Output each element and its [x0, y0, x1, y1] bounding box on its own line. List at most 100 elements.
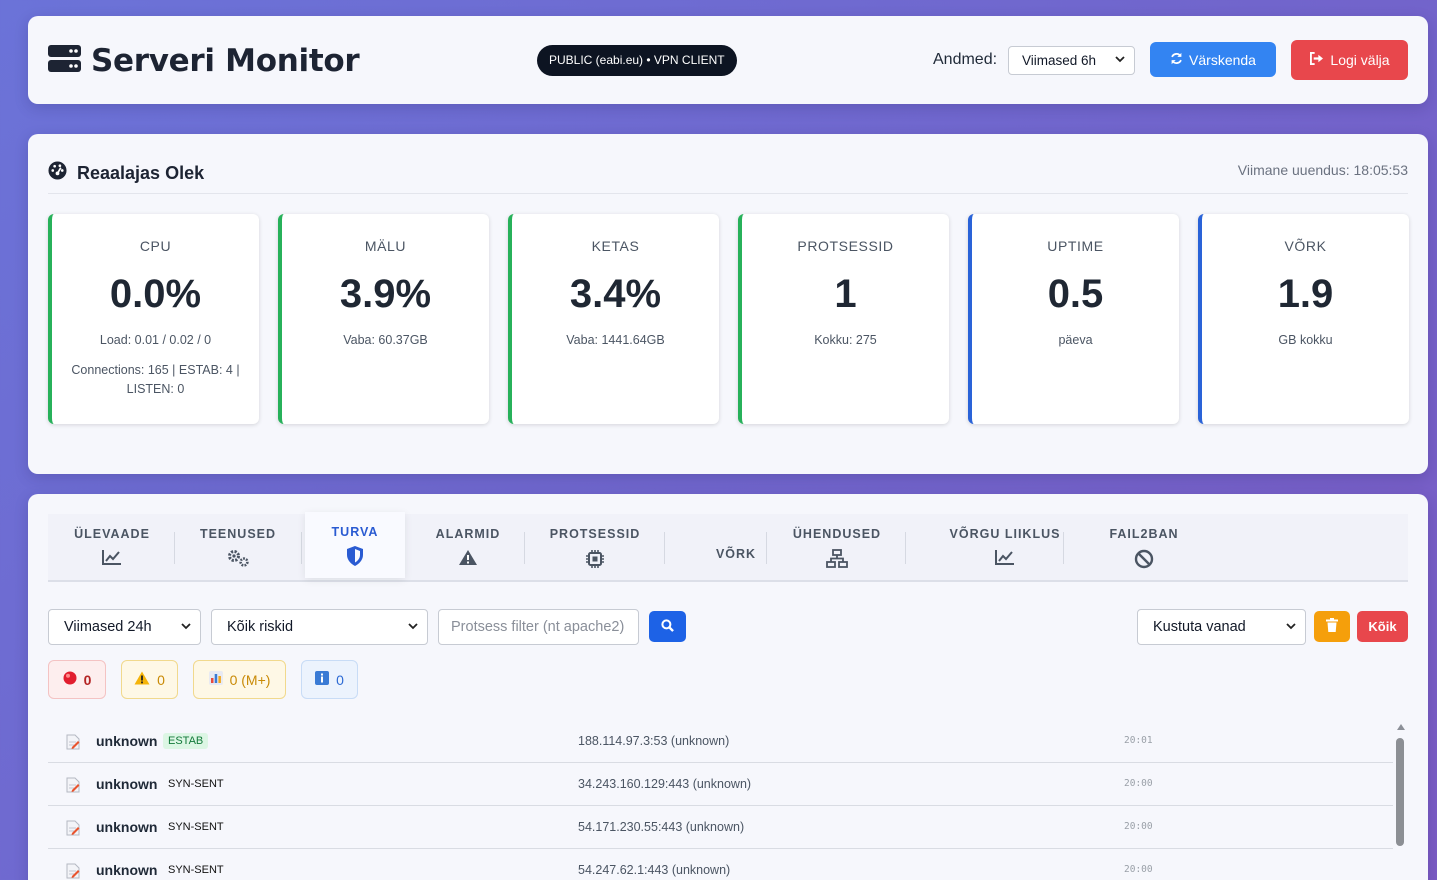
- tab-label: TEENUSED: [199, 527, 277, 541]
- network-icon: [826, 549, 848, 568]
- card-sub: GB kokku: [1278, 333, 1333, 347]
- logout-button[interactable]: Logi välja: [1291, 40, 1408, 80]
- process-filter-input[interactable]: [438, 609, 639, 645]
- connection-state-badge: ESTAB: [163, 733, 209, 749]
- card-label: MÄLU: [364, 238, 407, 254]
- tab-label: VÕRGU LIIKLUS: [949, 527, 1061, 541]
- list-item[interactable]: unknown ESTAB 188.114.97.3:53 (unknown) …: [48, 720, 1393, 763]
- data-range-label: Andmed:: [933, 51, 998, 68]
- tab-label: TURVA: [331, 525, 379, 539]
- bar-chart-icon: [208, 671, 223, 688]
- timestamp: 20:00: [1124, 864, 1153, 875]
- period-value: Viimased 24h: [64, 619, 152, 635]
- card-value: 0.0%: [109, 272, 202, 316]
- brand: Serveri Monitor: [48, 43, 360, 79]
- remote-address: 54.171.230.55:443 (unknown): [578, 820, 745, 834]
- list-item[interactable]: unknown SYN-SENT 54.171.230.55:443 (unkn…: [48, 806, 1393, 849]
- card-value: 3.4%: [569, 272, 662, 316]
- delete-all-button[interactable]: Kõik: [1357, 611, 1408, 642]
- tab-services[interactable]: TEENUSED: [188, 514, 288, 580]
- card-sub: Vaba: 60.37GB: [343, 333, 428, 347]
- info-count-badge[interactable]: 0: [301, 660, 358, 699]
- chevron-down-icon: [408, 622, 418, 633]
- scroll-up-arrow-icon[interactable]: [1397, 724, 1405, 730]
- warning-icon: [458, 549, 478, 567]
- chart-line-icon: [102, 549, 122, 567]
- tab-overview[interactable]: ÜLEVAADE: [62, 514, 162, 580]
- risk-select[interactable]: Kõik riskid: [211, 609, 428, 645]
- tab-processes[interactable]: PROTSESSID: [545, 514, 645, 580]
- process-name: unknown: [96, 819, 158, 835]
- uptime-card: UPTIME 0.5 päeva: [968, 214, 1179, 424]
- tab-connections[interactable]: ÜHENDUSED: [787, 514, 887, 580]
- document-icon: [66, 777, 80, 798]
- remote-address: 34.243.160.129:443 (unknown): [578, 777, 752, 791]
- data-range-value: Viimased 6h: [1022, 53, 1097, 68]
- tab-alarms[interactable]: ALARMID: [418, 514, 518, 580]
- tab-label: VÕRK: [715, 547, 757, 561]
- tab-security[interactable]: TURVA: [305, 512, 405, 578]
- tab-separator: [664, 532, 665, 564]
- app-title: Serveri Monitor: [91, 43, 360, 79]
- card-connections: Connections: 165 | ESTAB: 4 | LISTEN: 0: [71, 363, 240, 396]
- document-icon: [66, 820, 80, 841]
- card-label: PROTSESSID: [797, 238, 894, 254]
- chevron-down-icon: [1115, 55, 1125, 66]
- period-select[interactable]: Viimased 24h: [48, 609, 201, 645]
- realtime-status-panel: Reaalajas Olek Viimane uuendus: 18:05:53…: [28, 134, 1428, 474]
- sign-out-icon: [1309, 52, 1324, 68]
- card-sub: Load: 0.01 / 0.02 / 0: [99, 333, 212, 347]
- list-item[interactable]: unknown SYN-SENT 54.247.62.1:443 (unknow…: [48, 849, 1393, 880]
- cleanup-select[interactable]: Kustuta vanad: [1137, 609, 1306, 645]
- tab-label: ÜHENDUSED: [792, 527, 882, 541]
- search-button[interactable]: [649, 611, 686, 642]
- timestamp: 20:00: [1124, 821, 1153, 832]
- chevron-down-icon: [1286, 622, 1296, 633]
- process-name: unknown: [96, 776, 158, 792]
- tab-separator: [766, 532, 767, 564]
- disk-card: KETAS 3.4% Vaba: 1441.64GB: [508, 214, 719, 424]
- medium-count-badge[interactable]: 0 (M+): [193, 660, 286, 699]
- tab-network-traffic[interactable]: VÕRGU LIIKLUS: [930, 514, 1080, 580]
- card-label: VÕRK: [1284, 238, 1327, 254]
- process-name: unknown: [96, 862, 158, 878]
- card-value: 1: [834, 272, 857, 316]
- process-name: unknown: [96, 733, 158, 749]
- tab-separator: [301, 532, 302, 564]
- info-count: 0: [336, 671, 344, 688]
- delete-old-button[interactable]: [1314, 611, 1350, 642]
- search-icon: [661, 618, 674, 635]
- data-range-select[interactable]: Viimased 6h: [1008, 46, 1135, 75]
- divider: [48, 193, 1408, 194]
- tab-fail2ban[interactable]: FAIL2BAN: [1089, 514, 1199, 580]
- card-sub: Kokku: 275: [814, 333, 877, 347]
- list-item[interactable]: unknown SYN-SENT 34.243.160.129:443 (unk…: [48, 763, 1393, 806]
- connection-list: unknown ESTAB 188.114.97.3:53 (unknown) …: [48, 720, 1393, 880]
- warning-icon: [134, 671, 150, 688]
- critical-count-badge[interactable]: 0: [48, 660, 106, 699]
- logout-label: Logi välja: [1330, 52, 1390, 68]
- server-icon: [48, 44, 81, 78]
- card-sub: Vaba: 1441.64GB: [566, 333, 665, 347]
- risk-value: Kõik riskid: [227, 619, 294, 635]
- network-card: VÕRK 1.9 GB kokku: [1198, 214, 1409, 424]
- refresh-button[interactable]: Värskenda: [1150, 42, 1276, 77]
- tachometer-icon: [48, 161, 67, 185]
- last-update-time: Viimane uuendus: 18:05:53: [1237, 162, 1408, 178]
- environment-badge: PUBLIC (eabi.eu) • VPN CLIENT: [537, 45, 737, 76]
- connection-state-badge: SYN-SENT: [168, 821, 224, 833]
- document-icon: [66, 863, 80, 880]
- tab-separator: [905, 532, 906, 564]
- red-circle-icon: [63, 671, 77, 688]
- high-count-badge[interactable]: 0: [121, 660, 178, 699]
- timestamp: 20:00: [1124, 778, 1153, 789]
- tab-label: ÜLEVAADE: [74, 527, 150, 541]
- tab-separator: [524, 532, 525, 564]
- critical-count: 0: [83, 671, 92, 688]
- tab-network[interactable]: VÕRK: [676, 514, 796, 580]
- card-value: 0.5: [1047, 272, 1104, 316]
- connection-state-badge: SYN-SENT: [168, 864, 224, 876]
- card-label: CPU: [139, 238, 172, 254]
- remote-address: 54.247.62.1:443 (unknown): [578, 863, 731, 877]
- scrollbar-thumb[interactable]: [1396, 738, 1404, 846]
